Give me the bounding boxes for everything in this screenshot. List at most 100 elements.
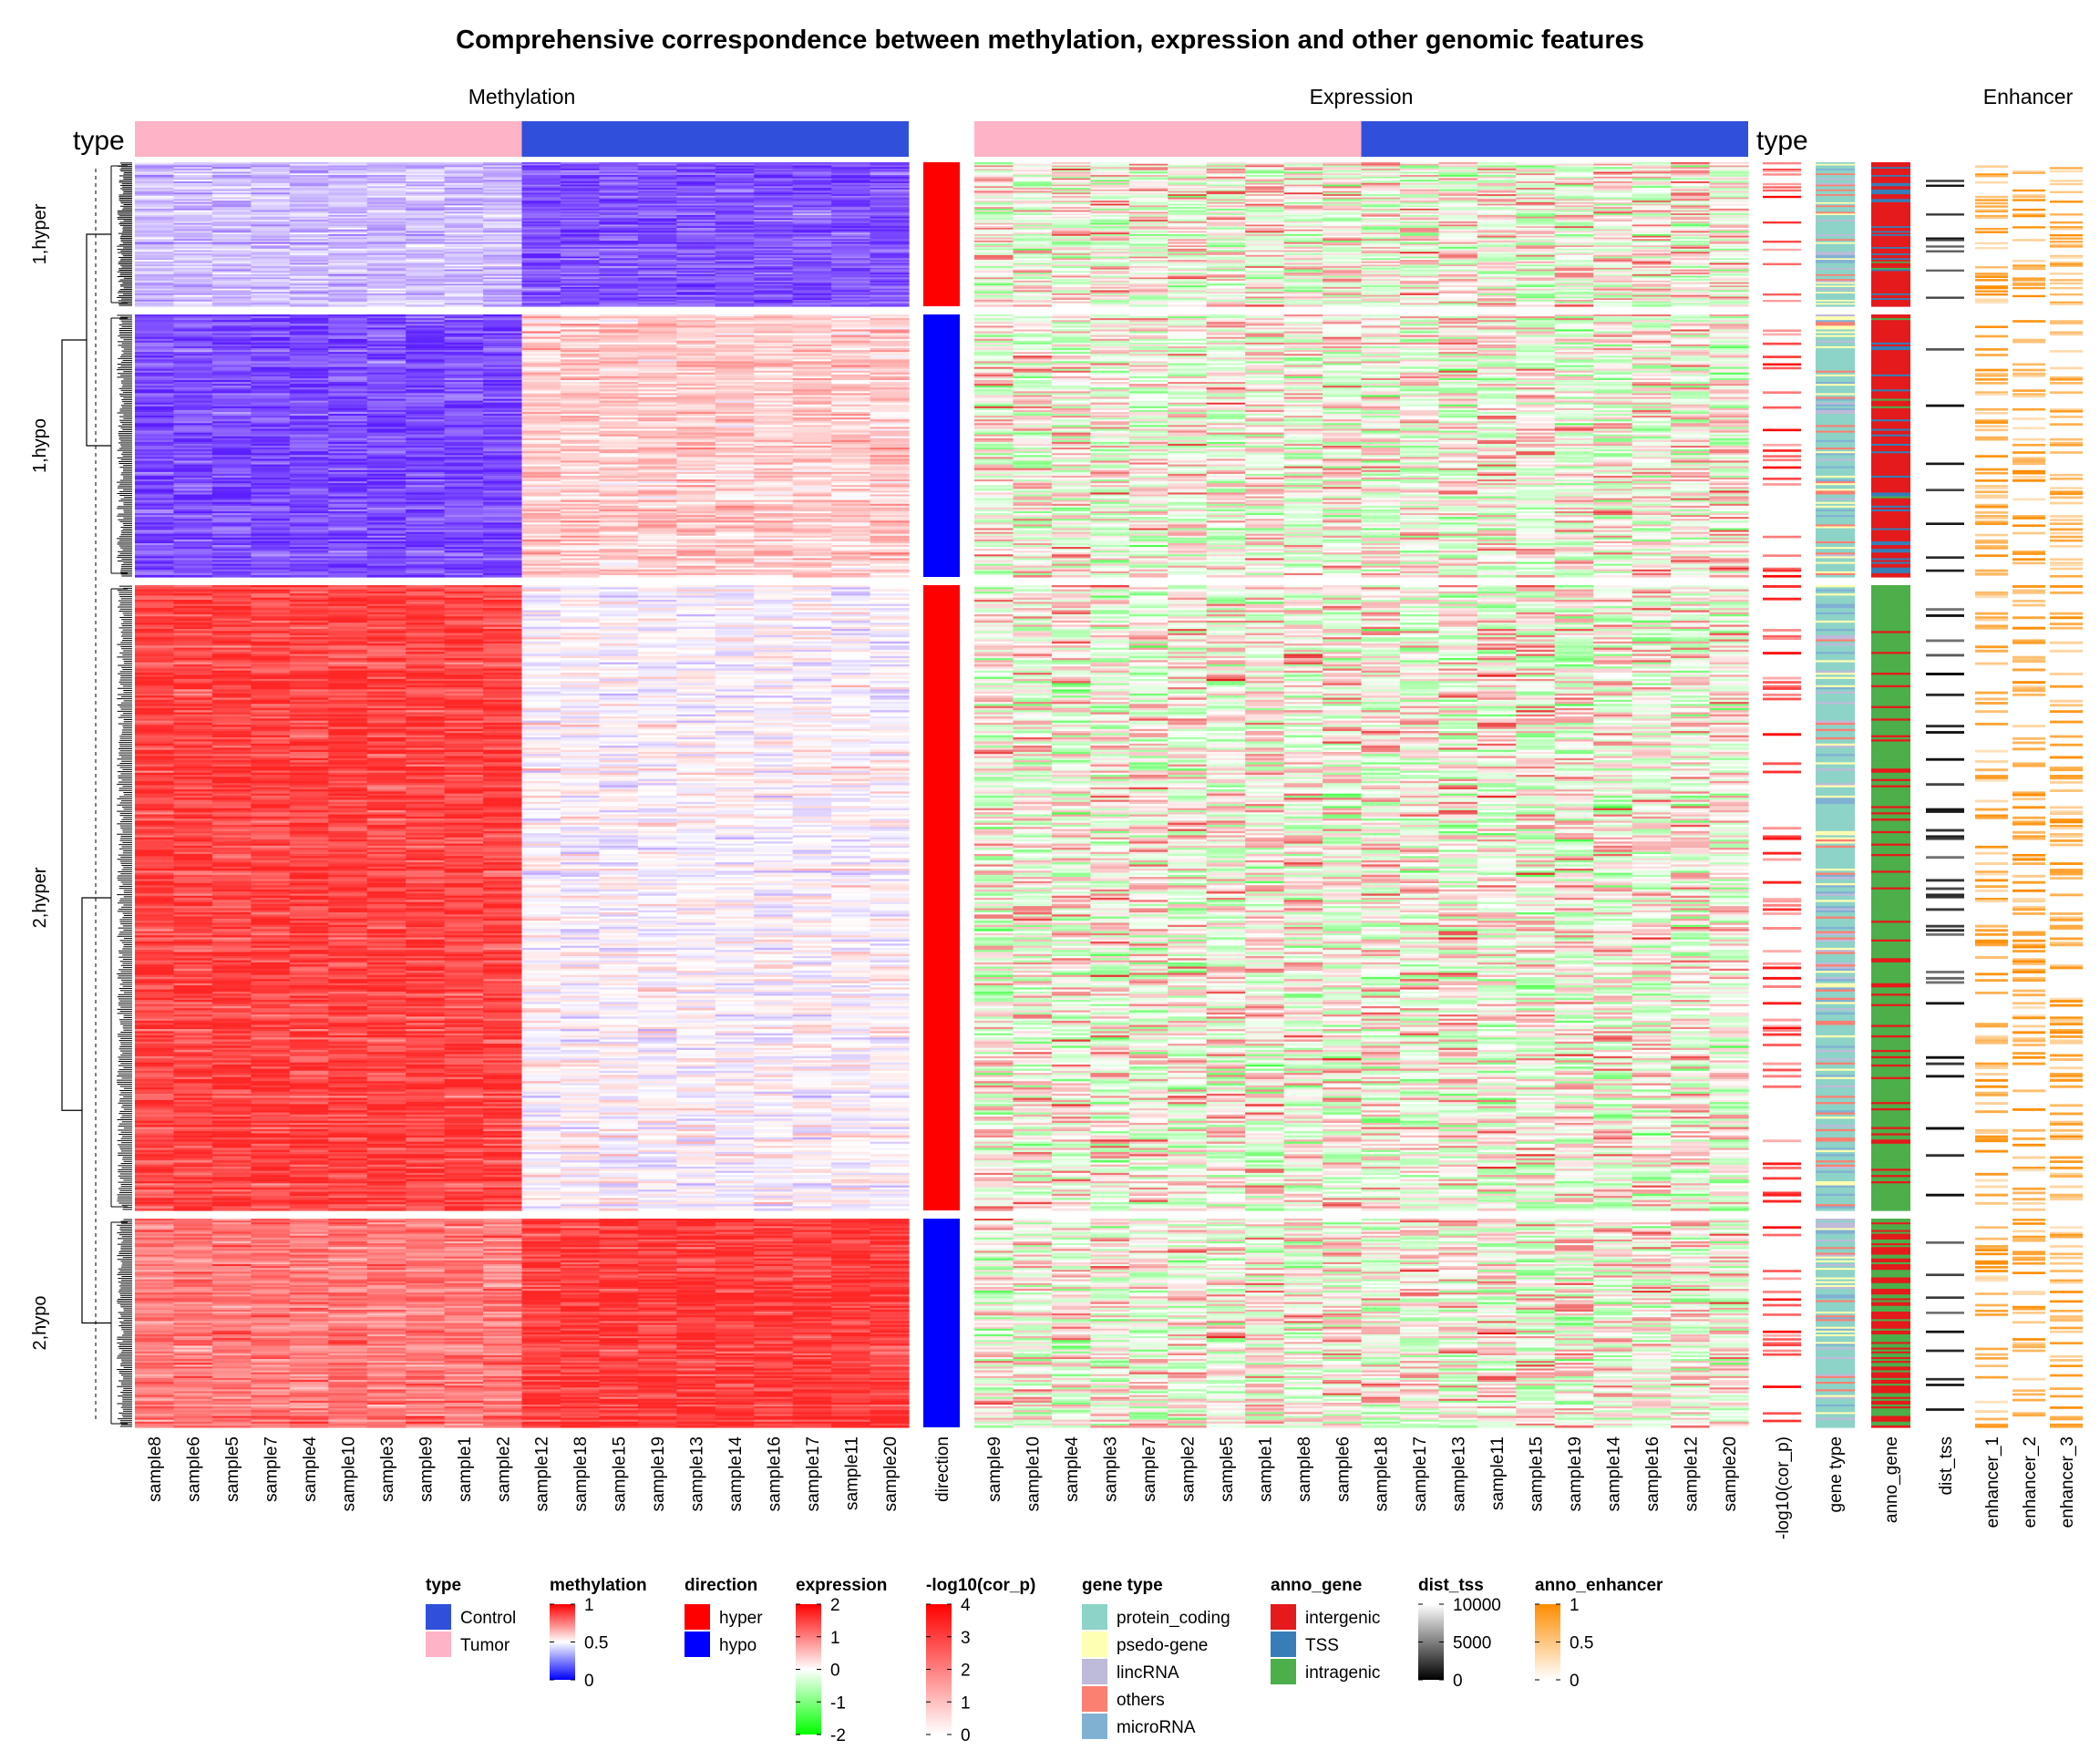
type-legend-swatch xyxy=(426,1604,451,1630)
methylation-legend-tick: 0 xyxy=(584,1672,594,1691)
direction-bar xyxy=(923,1219,960,1427)
methylation-legend-tick: 0.5 xyxy=(584,1634,608,1653)
row-dendrogram xyxy=(111,586,132,1210)
expression-legend-tick: 0 xyxy=(830,1662,840,1681)
methylation-column-label: sample11 xyxy=(842,1436,861,1510)
type-bar-methylation-tumor xyxy=(135,121,522,157)
methylation-column-label: sample18 xyxy=(571,1436,591,1511)
anno-gene-legend-swatch xyxy=(1271,1604,1296,1630)
direction-legend-title: direction xyxy=(685,1576,757,1595)
methylation-column-label: sample20 xyxy=(881,1436,901,1511)
annotation-column-label: dist_tss xyxy=(1937,1436,1956,1495)
expression-legend-tick: -2 xyxy=(830,1726,846,1745)
expression-column-label: sample12 xyxy=(1682,1436,1701,1511)
gene-type-legend-label: lincRNA xyxy=(1117,1663,1179,1683)
type-legend-label: Tumor xyxy=(460,1636,510,1655)
anno-enhancer-legend-tick: 0.5 xyxy=(1570,1634,1593,1653)
gene-type-legend-swatch xyxy=(1082,1632,1107,1657)
type-bar-expression-tumor xyxy=(974,121,1362,157)
methylation-column-label: sample7 xyxy=(262,1436,282,1502)
methylation-column-label: sample2 xyxy=(494,1436,513,1502)
expression-legend-title: expression xyxy=(796,1576,887,1595)
dist-tss-legend-title: dist_tss xyxy=(1418,1576,1484,1595)
expression-legend-tick: 2 xyxy=(830,1596,840,1615)
expression-column-label: sample1 xyxy=(1256,1436,1275,1502)
anno-gene-legend-swatch xyxy=(1271,1632,1296,1657)
expression-column-label: sample18 xyxy=(1373,1436,1392,1511)
methylation-column-label: sample19 xyxy=(649,1436,668,1511)
enhancer-title: Enhancer xyxy=(1983,85,2074,108)
row-slice-1-hyper xyxy=(135,162,2083,307)
direction-bar xyxy=(923,314,960,577)
expression-column-label: sample3 xyxy=(1102,1436,1121,1502)
methylation-column-label: sample4 xyxy=(301,1436,320,1502)
annotation-column-label: gene type xyxy=(1827,1436,1846,1512)
cor-p-legend-tick: 1 xyxy=(961,1693,971,1713)
methylation-column-label: sample13 xyxy=(688,1436,707,1511)
methylation-column-label: sample1 xyxy=(456,1436,475,1502)
methylation-column-label: sample10 xyxy=(339,1436,358,1511)
row-slice-2-hypo xyxy=(135,1219,2083,1428)
gene-type-legend-swatch xyxy=(1082,1659,1107,1684)
gene-type-legend-title: gene type xyxy=(1082,1576,1163,1595)
annotation-column-label: enhancer_2 xyxy=(2021,1436,2040,1528)
dist-tss-legend-tick: 10000 xyxy=(1453,1596,1501,1615)
gene-type-legend-label: microRNA xyxy=(1117,1718,1196,1737)
row-slice-label: 1,hypo xyxy=(30,418,50,473)
type-annotation-label-right: type xyxy=(1756,126,1808,156)
expression-column-label: sample9 xyxy=(985,1436,1004,1502)
methylation-column-label: sample15 xyxy=(611,1436,630,1511)
anno-gene-legend-label: TSS xyxy=(1305,1636,1339,1655)
gene-type-legend-label: protein_coding xyxy=(1117,1609,1230,1628)
expression-column-label: sample14 xyxy=(1604,1436,1623,1512)
expression-column-label: sample8 xyxy=(1295,1436,1314,1502)
direction-legend-label: hypo xyxy=(719,1636,757,1655)
cor-p-legend-title: -log10(cor_p) xyxy=(926,1576,1035,1595)
type-legend-swatch xyxy=(426,1632,451,1657)
expression-column-label: sample11 xyxy=(1488,1436,1508,1510)
methylation-legend-title: methylation xyxy=(550,1576,647,1595)
row-slice-1-hypo xyxy=(135,314,2083,578)
direction-legend-swatch xyxy=(685,1604,710,1630)
methylation-column-label: sample14 xyxy=(726,1436,746,1512)
dist-tss-legend-tick: 5000 xyxy=(1453,1634,1491,1653)
methylation-column-label: sample17 xyxy=(804,1436,823,1511)
methylation-column-label: sample5 xyxy=(223,1436,242,1502)
methylation-column-label: sample3 xyxy=(378,1436,397,1502)
gene-type-legend-swatch xyxy=(1082,1604,1107,1630)
expression-column-label: sample15 xyxy=(1528,1436,1547,1511)
cor-p-legend-tick: 4 xyxy=(961,1596,971,1615)
cor-p-legend-tick: 0 xyxy=(961,1726,971,1745)
expression-column-label: sample17 xyxy=(1411,1436,1430,1511)
annotation-column-label: enhancer_1 xyxy=(1983,1436,2002,1528)
type-legend-title: type xyxy=(426,1576,461,1595)
direction-bar xyxy=(923,162,960,306)
gene-type-legend-label: others xyxy=(1117,1691,1165,1710)
methylation-legend-tick: 1 xyxy=(584,1596,594,1615)
methylation-column-label: sample16 xyxy=(765,1436,784,1511)
expression-column-label: sample5 xyxy=(1218,1436,1237,1502)
anno-enhancer-legend-tick: 0 xyxy=(1570,1672,1580,1691)
expression-column-label: sample19 xyxy=(1566,1436,1585,1511)
methylation-column-label: sample6 xyxy=(185,1436,204,1502)
row-dendrogram xyxy=(111,315,132,576)
row-slice-label: 2,hyper xyxy=(30,867,50,928)
expression-column-label: sample10 xyxy=(1024,1436,1044,1511)
expression-legend-tick: -1 xyxy=(830,1693,846,1713)
expression-column-label: sample4 xyxy=(1063,1436,1082,1502)
gene-type-legend-label: psedo-gene xyxy=(1117,1636,1208,1655)
expression-column-label: sample13 xyxy=(1450,1436,1469,1511)
expression-column-label: sample6 xyxy=(1333,1436,1353,1502)
annotation-column-label: anno_gene xyxy=(1882,1436,1901,1523)
cor-p-legend-tick: 2 xyxy=(961,1662,971,1681)
direction-bar xyxy=(923,585,960,1210)
expression-column-label: sample2 xyxy=(1179,1436,1198,1502)
type-bar-methylation-control xyxy=(522,121,910,157)
anno-gene-legend-label: intergenic xyxy=(1305,1609,1380,1628)
gene-type-legend-swatch xyxy=(1082,1686,1107,1712)
expression-column-label: sample7 xyxy=(1140,1436,1159,1502)
expression-column-label: sample16 xyxy=(1643,1436,1662,1511)
methylation-column-label: sample9 xyxy=(417,1436,436,1502)
